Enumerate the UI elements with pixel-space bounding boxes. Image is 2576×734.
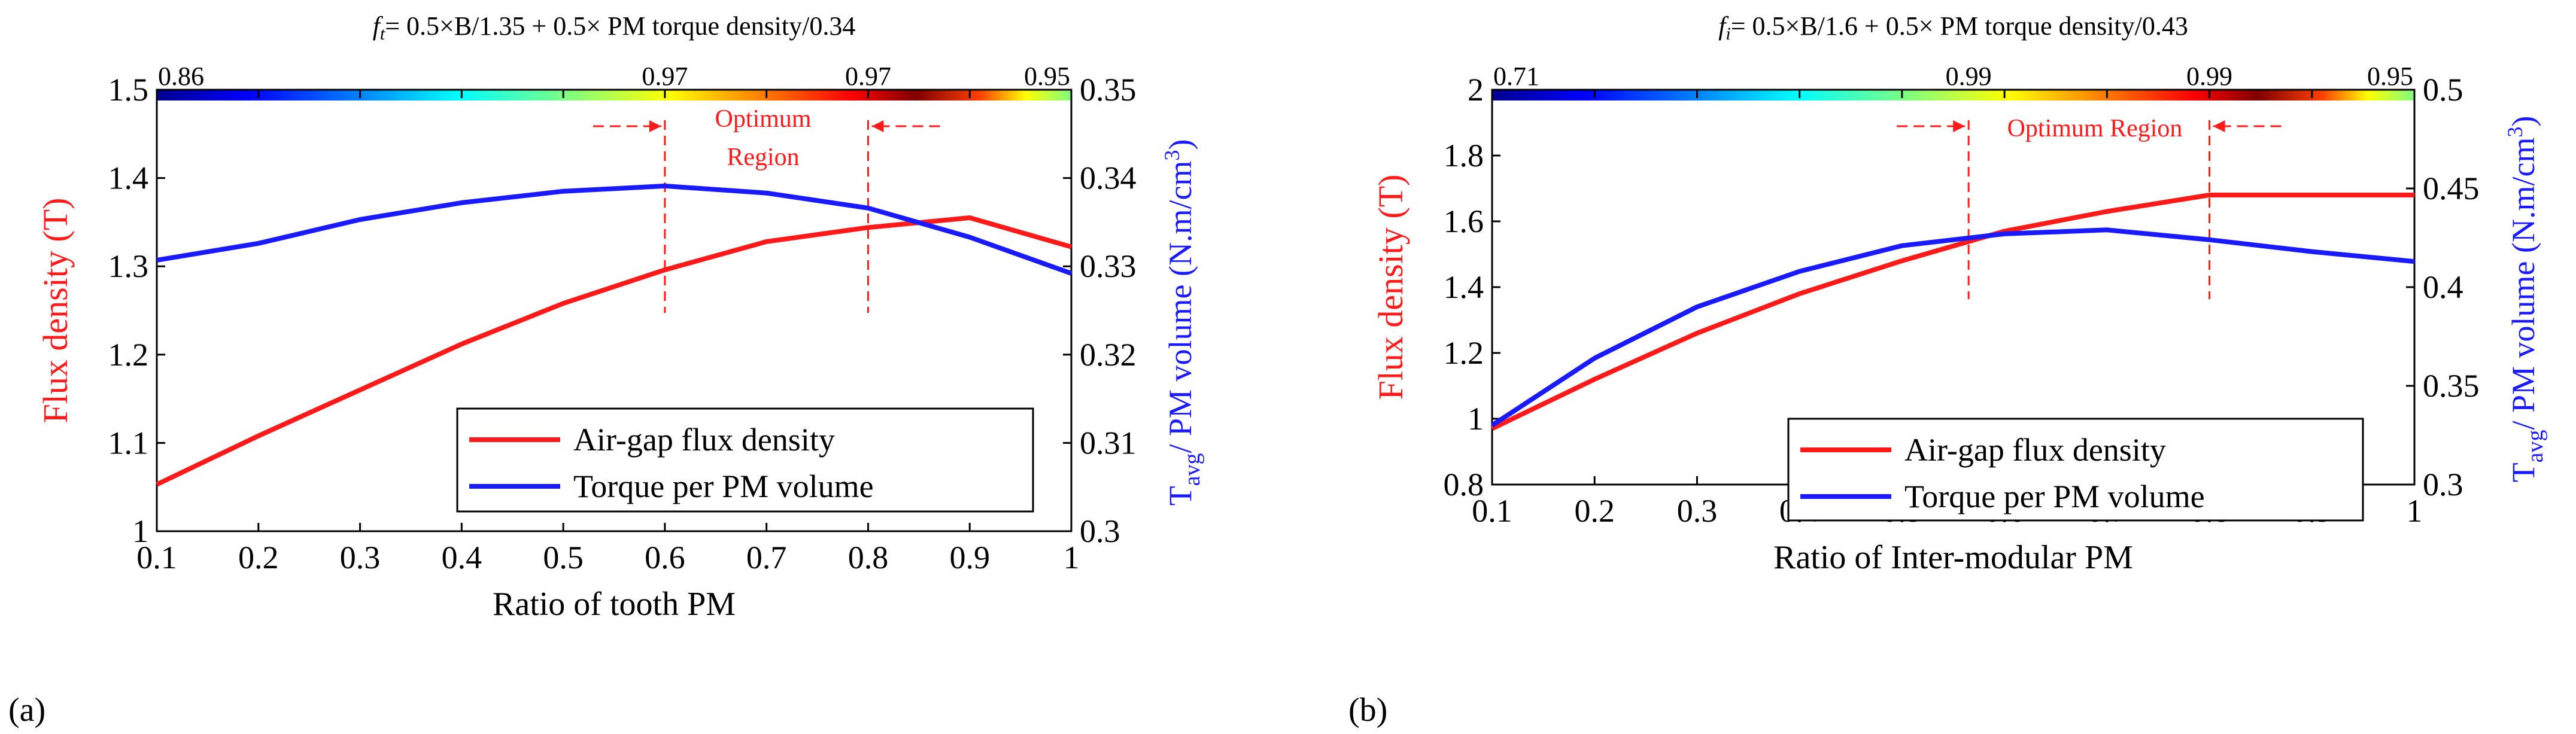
colorbar-label: 0.97 xyxy=(845,62,891,91)
y-left-tick-label: 1.4 xyxy=(108,160,149,196)
y-right-label-main: T xyxy=(2505,462,2541,482)
y-right-axis-label: Tavg/ PM volume (N.m/cm3) xyxy=(1160,139,1205,506)
x-tick-label: 0.3 xyxy=(1677,493,1718,529)
series-line-torque-per-pm-volume xyxy=(156,183,1073,276)
y-left-tick-label: 1.5 xyxy=(108,72,149,108)
colorbar-label: 0.86 xyxy=(158,62,204,91)
x-tick-label: 0.3 xyxy=(340,540,381,575)
optimum-label-line2: Region xyxy=(727,144,799,171)
colorbar-label: 0.99 xyxy=(2186,62,2232,91)
x-tick-label: 0.2 xyxy=(238,540,279,575)
x-tick-label: 0.4 xyxy=(442,540,482,575)
y-right-tick-label: 0.35 xyxy=(2423,368,2480,404)
x-axis-label: Ratio of Inter-modular PM xyxy=(1773,539,2133,576)
x-tick-label: 1 xyxy=(2407,493,2423,529)
formula-subscript: t xyxy=(380,24,385,44)
y-left-tick-label: 1.2 xyxy=(108,337,149,373)
legend-box xyxy=(456,407,1034,513)
x-tick-label: 0.1 xyxy=(136,540,177,575)
x-tick-label: 0.1 xyxy=(1472,493,1512,529)
y-left-tick-label: 1.2 xyxy=(1444,335,1484,371)
y-right-label-main: T xyxy=(1162,486,1198,505)
y-right-label-end: ) xyxy=(2505,116,2541,127)
optimum-label: Optimum Region xyxy=(2007,115,2183,142)
x-tick-label: 0.8 xyxy=(848,540,889,575)
optimum-left-arrowhead xyxy=(649,120,661,132)
colorbar xyxy=(157,90,1071,100)
x-axis-label: Ratio of tooth PM xyxy=(493,586,736,623)
colorbar xyxy=(1492,90,2414,100)
y-right-label-sub: avg xyxy=(2523,430,2548,463)
y-right-label-sup: 3 xyxy=(1160,150,1184,161)
colorbar-label: 0.97 xyxy=(642,62,688,91)
y-left-tick-label: 1.1 xyxy=(108,425,149,461)
formula-subscript: i xyxy=(1726,24,1730,44)
optimum-right-arrowhead xyxy=(2213,120,2225,132)
y-right-tick-label: 0.35 xyxy=(1080,72,1137,108)
series-line-flux-density xyxy=(1491,193,2414,431)
x-tick-label: 0.6 xyxy=(645,540,685,575)
y-right-label-end: ) xyxy=(1162,139,1198,150)
legend-label: Air-gap flux density xyxy=(1904,432,2166,468)
x-tick-label: 0.7 xyxy=(746,540,787,575)
y-left-tick-label: 1.4 xyxy=(1444,269,1484,305)
plot-frame xyxy=(156,89,1073,532)
optimum-right-arrowhead xyxy=(871,120,884,132)
y-right-label-rest: / PM volume (N.m/cm xyxy=(2505,138,2541,430)
y-right-tick-label: 0.4 xyxy=(2423,269,2463,305)
y-right-label-sup: 3 xyxy=(2503,127,2527,138)
x-tick-label: 1 xyxy=(1064,540,1080,575)
y-right-tick-label: 0.3 xyxy=(1080,513,1120,549)
y-right-tick-label: 0.34 xyxy=(1080,160,1137,196)
y-right-tick-label: 0.31 xyxy=(1080,425,1137,461)
y-right-axis-label: Tavg/ PM volume (N.m/cm3) xyxy=(2503,116,2548,483)
y-right-tick-label: 0.5 xyxy=(2423,72,2463,108)
formula-title: fi= 0.5×B/1.6 + 0.5× PM torque density/0… xyxy=(1718,11,2188,44)
y-right-tick-label: 0.32 xyxy=(1080,337,1137,373)
optimum-left-arrowhead xyxy=(1953,120,1966,132)
x-tick-label: 0.5 xyxy=(543,540,584,575)
y-left-tick-label: 0.8 xyxy=(1444,467,1484,502)
panel-b: fi= 0.5×B/1.6 + 0.5× PM torque density/0… xyxy=(1348,11,2548,729)
y-left-axis-label: Flux density (T) xyxy=(1371,175,1410,400)
series-line-torque-per-pm-volume xyxy=(1490,227,2415,428)
y-left-tick-label: 1 xyxy=(1468,401,1484,437)
panel-a: ft= 0.5×B/1.35 + 0.5× PM torque density/… xyxy=(8,11,1205,729)
colorbar-label: 0.95 xyxy=(1024,62,1070,91)
legend-label: Torque per PM volume xyxy=(1904,479,2205,514)
y-right-label-sub: avg xyxy=(1180,453,1205,486)
x-tick-label: 0.2 xyxy=(1574,493,1615,529)
y-left-tick-label: 1.8 xyxy=(1444,138,1484,173)
y-right-tick-label: 0.3 xyxy=(2423,467,2463,502)
panel-label: (a) xyxy=(8,692,45,729)
legend-label: Torque per PM volume xyxy=(573,468,874,504)
panel-label: (b) xyxy=(1348,692,1387,729)
legend-box xyxy=(1787,418,2364,522)
legend-label: Air-gap flux density xyxy=(573,422,835,458)
colorbar-label: 0.99 xyxy=(1946,62,1992,91)
y-left-tick-label: 1.6 xyxy=(1444,203,1484,239)
formula-text: = 0.5×B/1.35 + 0.5× PM torque density/0.… xyxy=(385,11,855,41)
y-right-tick-label: 0.45 xyxy=(2423,170,2480,206)
colorbar-label: 0.95 xyxy=(2367,62,2413,91)
x-tick-label: 0.9 xyxy=(949,540,990,575)
y-left-tick-label: 1.3 xyxy=(108,248,149,284)
formula-title: ft= 0.5×B/1.35 + 0.5× PM torque density/… xyxy=(373,11,856,44)
y-left-axis-label: Flux density (T) xyxy=(36,198,75,424)
colorbar-label: 0.71 xyxy=(1493,62,1539,91)
formula-text: = 0.5×B/1.6 + 0.5× PM torque density/0.4… xyxy=(1731,11,2188,41)
y-right-tick-label: 0.33 xyxy=(1080,248,1137,284)
y-right-label-rest: / PM volume (N.m/cm xyxy=(1162,161,1198,453)
y-left-tick-label: 1 xyxy=(132,513,148,549)
optimum-label: Optimum xyxy=(715,105,811,133)
y-left-tick-label: 2 xyxy=(1468,72,1484,108)
